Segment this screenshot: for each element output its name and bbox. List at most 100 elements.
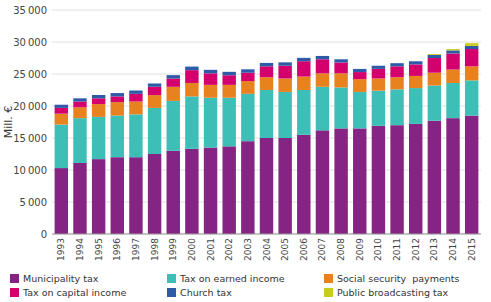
bar-segment: [334, 128, 347, 234]
bar-segment: [409, 61, 422, 62]
x-tick-label: 2007: [317, 238, 327, 261]
bar-segment: [446, 49, 459, 50]
bar-segment: [390, 125, 403, 234]
bar-segment: [260, 66, 273, 77]
bar-segment: [372, 69, 385, 79]
bar-segment: [390, 66, 403, 77]
bar-segment: [390, 63, 403, 66]
bar-segment: [111, 102, 124, 115]
grid-line: [52, 10, 481, 11]
bar-segment: [465, 49, 478, 66]
bar-segment: [129, 91, 142, 94]
bar-segment: [334, 87, 347, 128]
y-tick-label: 5 000: [20, 197, 47, 208]
bar-segment: [260, 62, 273, 63]
bar-segment: [409, 88, 422, 124]
bar-segment: [73, 163, 86, 234]
bar-segment: [55, 105, 68, 108]
bar-segment: [241, 81, 254, 94]
legend-label: Tax on capital income: [22, 287, 126, 298]
bar-segment: [73, 98, 86, 101]
bar-segment: [185, 70, 198, 83]
bar-segment: [353, 79, 366, 92]
y-tick-label: 30 000: [13, 37, 47, 48]
y-tick-label: 35 000: [13, 5, 47, 16]
bar-segment: [111, 93, 124, 94]
bar-segment: [167, 75, 180, 78]
bar-segment: [204, 148, 217, 234]
x-tick-label: 1999: [168, 238, 178, 261]
bar-segment: [465, 43, 478, 46]
x-tick-label: 2010: [373, 238, 383, 261]
x-tick-label: 2011: [392, 238, 402, 261]
x-tick-label: 2002: [224, 238, 234, 261]
bar-segment: [278, 62, 291, 63]
bar-segment: [278, 62, 291, 65]
bar-segment: [297, 77, 310, 90]
x-tick-label: 2000: [187, 238, 197, 261]
bar-segment: [222, 72, 235, 75]
bar-segment: [297, 90, 310, 135]
bars: [55, 43, 479, 234]
chart: 05 00010 00015 00020 00025 00030 00035 0…: [0, 0, 491, 302]
x-tick-label: 1996: [112, 238, 122, 261]
bar-segment: [334, 59, 347, 62]
bar-segment: [353, 92, 366, 128]
bar-segment: [260, 77, 273, 90]
bar-segment: [465, 46, 478, 49]
bar-segment: [372, 78, 385, 90]
bar-segment: [297, 61, 310, 76]
bar-segment: [204, 69, 217, 70]
bar-segment: [316, 73, 329, 86]
legend-label: Public broadcasting tax: [337, 287, 449, 298]
bar-segment: [55, 104, 68, 105]
x-tick-label: 1998: [150, 238, 160, 261]
bar-segment: [204, 70, 217, 74]
bar-segment: [278, 78, 291, 91]
grid-line: [52, 234, 481, 235]
bar-segment: [148, 83, 161, 84]
bar-segment: [372, 126, 385, 234]
bar-segment: [316, 56, 329, 59]
bar-segment: [185, 66, 198, 67]
legend-swatch: [167, 288, 176, 297]
bar-segment: [372, 91, 385, 126]
x-tick-label: 1993: [56, 238, 66, 261]
bar-segment: [148, 87, 161, 95]
y-tick-label: 10 000: [13, 165, 47, 176]
bar-segment: [204, 85, 217, 98]
bar-segment: [428, 86, 441, 121]
bar-segment: [334, 59, 347, 60]
bar-segment: [428, 58, 441, 73]
bar-segment: [111, 157, 124, 234]
bar-segment: [92, 104, 105, 117]
x-tick-label: 2001: [206, 238, 216, 261]
bar-segment: [409, 64, 422, 76]
bar-segment: [73, 98, 86, 99]
bar-segment: [428, 54, 441, 56]
x-tick-label: 2009: [355, 238, 365, 261]
bar-segment: [353, 68, 366, 69]
bar-segment: [167, 101, 180, 151]
bar-segment: [222, 71, 235, 72]
bar-segment: [260, 63, 273, 66]
y-axis-label: Mill. €: [2, 106, 15, 139]
bar-segment: [353, 69, 366, 72]
bar-segment: [55, 125, 68, 169]
x-tick-label: 2015: [467, 238, 477, 261]
bar-segment: [428, 73, 441, 86]
bar-segment: [55, 168, 68, 234]
bar-segment: [241, 141, 254, 234]
bar-segment: [148, 154, 161, 234]
bar-segment: [465, 116, 478, 234]
bar-segment: [185, 96, 198, 148]
x-tick-label: 1995: [94, 238, 104, 261]
bar-segment: [446, 54, 459, 70]
x-tick-label: 2013: [429, 238, 439, 261]
bar-segment: [316, 59, 329, 73]
bar-segment: [278, 66, 291, 79]
x-tick-label: 2012: [411, 238, 421, 261]
bar-segment: [353, 72, 366, 79]
bar-segment: [409, 124, 422, 234]
bar-segment: [129, 94, 142, 102]
